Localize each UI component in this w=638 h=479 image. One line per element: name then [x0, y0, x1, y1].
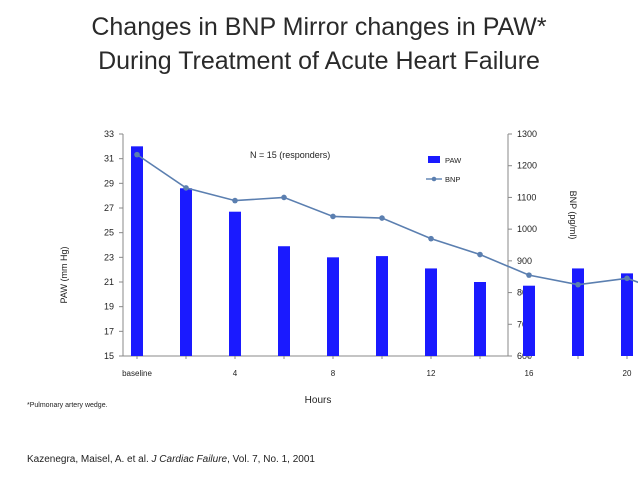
bnp-point	[477, 251, 483, 258]
legend-bnp-marker	[431, 176, 437, 182]
citation-journal: J Cardiac Failure	[151, 454, 228, 465]
paw-bar	[278, 246, 290, 356]
right-axis-tick-label: 1300	[517, 129, 537, 139]
bnp-point	[232, 197, 238, 204]
x-axis-tick-label: 8	[331, 369, 336, 378]
paw-bar	[327, 257, 339, 356]
paw-bar	[131, 146, 143, 356]
paw-bar	[425, 268, 437, 356]
slide-title: Changes in BNP Mirror changes in PAW* Du…	[0, 10, 638, 78]
paw-bar	[229, 211, 241, 356]
bnp-point	[575, 281, 581, 288]
left-axis-tick-label: 21	[104, 277, 114, 287]
left-axis-tick-label: 23	[104, 252, 114, 262]
right-axis-tick-label: 1200	[517, 161, 537, 171]
legend-bnp-label: BNP	[445, 175, 460, 184]
bnp-point	[330, 213, 336, 220]
x-axis-label: Hours	[305, 395, 332, 406]
x-axis-tick-label: 16	[525, 369, 534, 378]
left-axis-tick-label: 31	[104, 154, 114, 164]
legend-paw-swatch	[428, 156, 440, 163]
bnp-point	[526, 272, 532, 278]
bnp-point	[428, 235, 434, 242]
citation: Kazenegra, Maisel, A. et al. J Cardiac F…	[27, 454, 315, 465]
left-axis-tick-label: 15	[104, 351, 114, 361]
slide-title-line-1: Changes in BNP Mirror changes in PAW*	[91, 13, 547, 41]
paw-bar	[523, 285, 535, 356]
x-axis-tick-label: baseline	[122, 369, 152, 378]
right-axis-tick-label: 1100	[517, 192, 536, 202]
x-axis-tick-label: 20	[623, 369, 632, 378]
bnp-point	[134, 151, 140, 158]
left-axis-label: PAW (mm Hg)	[59, 247, 69, 304]
paw-bar	[474, 282, 486, 356]
paw-bar	[621, 273, 633, 356]
right-axis-tick-label: 1000	[517, 224, 537, 234]
legend-paw-label: PAW	[445, 156, 462, 165]
chart-annotation: N = 15 (responders)	[250, 150, 330, 160]
left-axis-tick-label: 33	[104, 129, 114, 139]
right-axis-tick-label: 900	[517, 256, 532, 266]
citation-details: , Vol. 7, No. 1, 2001	[227, 454, 315, 465]
left-axis-tick-label: 25	[104, 228, 114, 238]
bnp-point	[379, 215, 385, 221]
left-axis-tick-label: 17	[104, 326, 114, 336]
paw-bar	[572, 268, 584, 356]
left-axis-tick-label: 27	[104, 203, 114, 213]
bnp-point	[281, 194, 287, 201]
bnp-point	[624, 275, 630, 282]
bnp-point	[183, 185, 189, 191]
citation-authors: Kazenegra, Maisel, A. et al.	[27, 454, 149, 465]
left-axis-tick-label: 19	[104, 302, 114, 312]
paw-bar	[376, 256, 388, 356]
right-axis-label: BNP (pg/ml)	[568, 191, 578, 240]
x-axis-tick-label: 12	[427, 369, 436, 378]
paw-bar	[180, 188, 192, 356]
slide-title-line-2: During Treatment of Acute Heart Failure	[98, 47, 540, 75]
left-axis-tick-label: 29	[104, 178, 114, 188]
x-axis-tick-label: 4	[233, 369, 238, 378]
footnote: *Pulmonary artery wedge.	[27, 402, 108, 409]
